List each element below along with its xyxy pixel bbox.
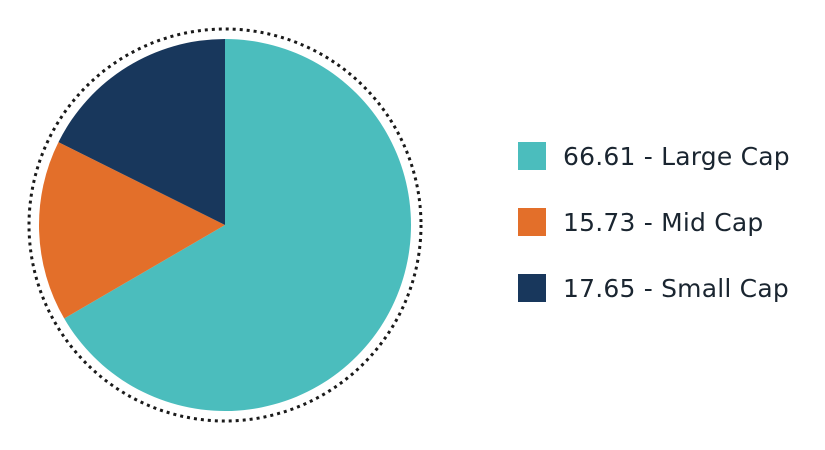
legend-label-small-cap: 17.65 - Small Cap	[563, 273, 789, 303]
pie-slices	[38, 39, 411, 412]
legend-label-mid-cap: 15.73 - Mid Cap	[563, 207, 764, 237]
legend-swatch-mid-cap	[518, 208, 546, 236]
pie-outline-dotted-circle	[27, 27, 423, 423]
pie-slice-mid-cap	[38, 142, 225, 319]
legend: 66.61 - Large Cap 15.73 - Mid Cap 17.65 …	[518, 138, 818, 336]
pie-slice-large-cap	[64, 39, 411, 412]
legend-item-large-cap: 66.61 - Large Cap	[518, 138, 818, 174]
legend-swatch-small-cap	[518, 274, 546, 302]
legend-item-small-cap: 17.65 - Small Cap	[518, 270, 818, 306]
legend-label-large-cap: 66.61 - Large Cap	[563, 141, 790, 171]
legend-item-mid-cap: 15.73 - Mid Cap	[518, 204, 818, 240]
legend-swatch-large-cap	[518, 142, 546, 170]
pie-slice-small-cap	[58, 39, 226, 225]
